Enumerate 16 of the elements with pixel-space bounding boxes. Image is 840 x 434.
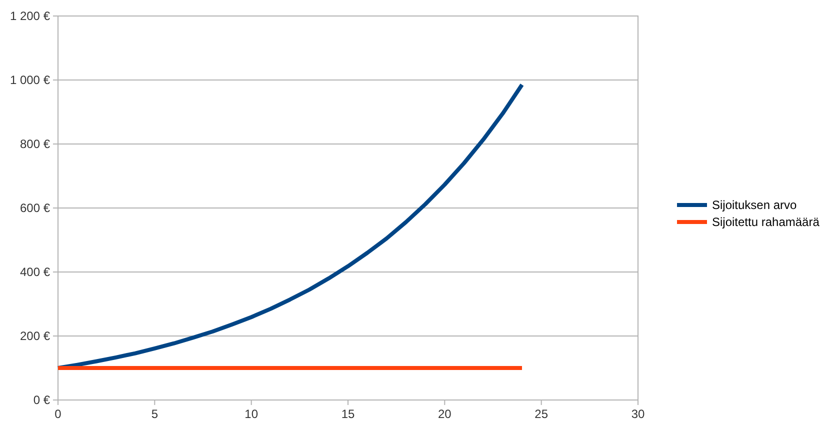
y-tick-label: 1 000 € xyxy=(10,73,50,88)
x-tick-label: 30 xyxy=(631,407,645,421)
x-tick-label: 15 xyxy=(341,407,355,421)
y-tick-label: 1 200 € xyxy=(10,9,50,24)
y-tick-label: 400 € xyxy=(20,265,50,280)
x-tick-label: 5 xyxy=(151,407,158,421)
x-tick-label: 25 xyxy=(534,407,548,421)
x-tick-label: 10 xyxy=(244,407,258,421)
y-tick-label: 200 € xyxy=(20,329,50,344)
legend-label: Sijoituksen arvo xyxy=(712,198,798,212)
legend-label: Sijoitettu rahamäärä xyxy=(712,215,820,230)
y-tick-label: 800 € xyxy=(20,137,50,152)
y-tick-label: 600 € xyxy=(20,201,50,216)
y-tick-label: 0 € xyxy=(33,393,50,408)
x-tick-label: 20 xyxy=(438,407,452,421)
x-tick-label: 0 xyxy=(54,407,62,421)
